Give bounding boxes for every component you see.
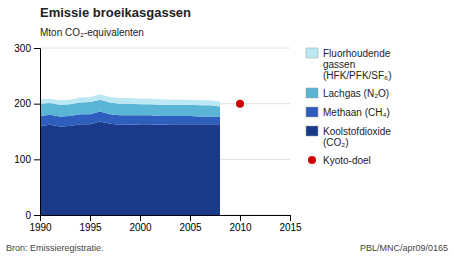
tick-label: 200 bbox=[14, 98, 31, 109]
axis-title: Mton CO₂-equivalenten bbox=[40, 27, 144, 38]
tick: 0 bbox=[25, 210, 40, 221]
tick-label: 1995 bbox=[79, 222, 102, 233]
grid bbox=[40, 48, 290, 215]
chart: 1990 1995 2000 2005 2010 2015 0 100 200 300 Emissi… bbox=[0, 0, 454, 257]
tick: 300 bbox=[14, 43, 40, 54]
legend-label: Methaan (CH₄) bbox=[323, 107, 390, 118]
legend-item: Lachgas (N₂O) bbox=[306, 88, 389, 99]
tick: 200 bbox=[14, 98, 40, 109]
area bbox=[40, 121, 220, 215]
grid-line bbox=[40, 48, 290, 49]
plot-area: 1990 1995 2000 2005 2010 2015 0 100 200 300 bbox=[14, 43, 302, 233]
legend: Fluorhoudendegassen(HFK/PFK/SF₆) Lachgas … bbox=[306, 48, 391, 166]
legend-swatch bbox=[306, 88, 318, 98]
marks bbox=[40, 94, 244, 215]
y-axis: 0 100 200 300 bbox=[14, 43, 40, 221]
tick: 2005 bbox=[179, 215, 202, 233]
legend-swatch bbox=[308, 156, 316, 164]
tick-label: 2005 bbox=[179, 222, 202, 233]
axis-line bbox=[41, 216, 291, 222]
tick-mark bbox=[34, 159, 40, 160]
tick-mark bbox=[290, 215, 291, 221]
tick: 1995 bbox=[79, 215, 102, 233]
annotation: Bron: Emissieregistratie. bbox=[6, 243, 104, 253]
tick-label: 300 bbox=[14, 43, 31, 54]
legend-swatch bbox=[306, 48, 318, 58]
legend-item: Methaan (CH₄) bbox=[306, 107, 390, 118]
tick: 2015 bbox=[279, 215, 302, 233]
tick-label: 1990 bbox=[29, 222, 52, 233]
title: Emissie broeikasgassen bbox=[40, 5, 191, 20]
tick-mark bbox=[34, 104, 40, 105]
annotation: PBL/MNC/apr09/0165 bbox=[360, 243, 448, 253]
legend-item: Koolstofdioxide(CO₂) bbox=[306, 126, 391, 148]
tick: 2010 bbox=[229, 215, 252, 233]
tick-mark bbox=[90, 215, 91, 221]
legend-item: Kyoto-doel bbox=[308, 155, 371, 166]
tick-mark bbox=[140, 215, 141, 221]
tick-mark bbox=[34, 215, 40, 216]
axis-line bbox=[34, 49, 41, 216]
tick: 100 bbox=[14, 154, 40, 165]
legend-item: Fluorhoudendegassen(HFK/PFK/SF₆) bbox=[306, 48, 391, 81]
legend-label: Koolstofdioxide(CO₂) bbox=[323, 126, 391, 148]
area bbox=[40, 94, 220, 106]
tick-label: 2010 bbox=[229, 222, 252, 233]
tick-label: 0 bbox=[25, 210, 31, 221]
tick-label: 100 bbox=[14, 154, 31, 165]
tick-mark bbox=[190, 215, 191, 221]
legend-label: Lachgas (N₂O) bbox=[323, 88, 389, 99]
tick-mark bbox=[240, 215, 241, 221]
legend-swatch bbox=[306, 126, 318, 136]
tick-label: 2015 bbox=[279, 222, 302, 233]
tick-mark bbox=[34, 48, 40, 49]
tick: 2000 bbox=[129, 215, 152, 233]
tick: 1990 bbox=[29, 215, 52, 233]
legend-swatch bbox=[306, 107, 318, 117]
point bbox=[236, 100, 244, 108]
tick-label: 2000 bbox=[129, 222, 152, 233]
legend-label: Fluorhoudendegassen(HFK/PFK/SF₆) bbox=[323, 48, 391, 81]
x-axis: 1990 1995 2000 2005 2010 2015 bbox=[29, 215, 302, 233]
legend-label: Kyoto-doel bbox=[323, 155, 371, 166]
